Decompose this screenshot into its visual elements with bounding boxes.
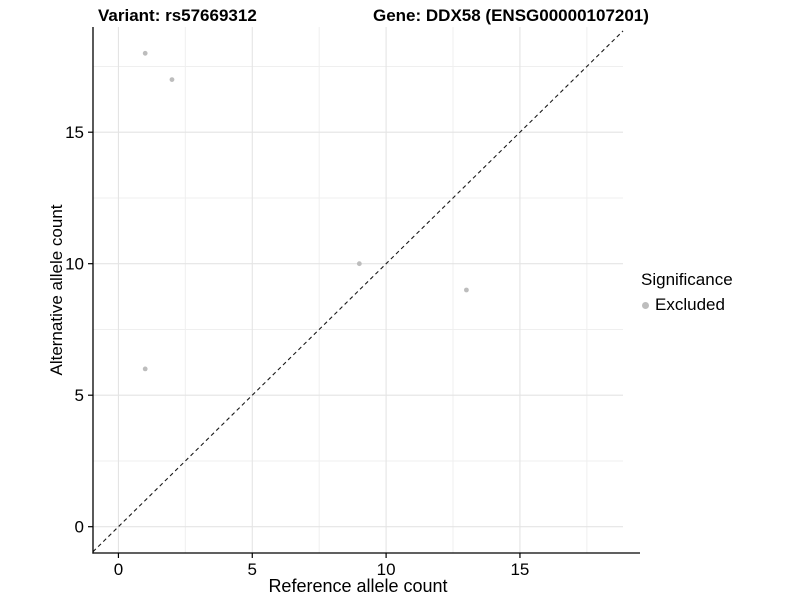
legend: Significance Excluded — [641, 270, 799, 315]
legend-point-icon — [642, 301, 649, 309]
y-axis-label: Alternative allele count — [47, 204, 66, 376]
y-tick-label: 0 — [75, 518, 84, 537]
x-tick-label: 0 — [114, 560, 123, 579]
legend-entry-label: Excluded — [655, 295, 725, 314]
legend-entry: Excluded — [641, 295, 799, 315]
y-tick-label: 10 — [65, 255, 84, 274]
plot-title-gene: Gene: DDX58 (ENSG00000107201) — [373, 6, 649, 25]
legend-title: Significance — [641, 270, 733, 289]
data-point — [142, 366, 148, 372]
data-point — [464, 287, 469, 293]
plot-title-variant: Variant: rs57669312 — [98, 6, 257, 25]
data-point — [356, 261, 362, 267]
data-point — [169, 77, 175, 82]
x-tick-label: 5 — [248, 560, 257, 579]
data-point — [142, 50, 148, 56]
x-tick-label: 15 — [510, 560, 529, 579]
identity-line — [92, 30, 624, 553]
y-tick-label: 15 — [65, 123, 84, 142]
x-axis-label: Reference allele count — [268, 576, 448, 596]
y-tick-label: 5 — [75, 386, 84, 405]
x-tick-label: 10 — [377, 560, 396, 579]
